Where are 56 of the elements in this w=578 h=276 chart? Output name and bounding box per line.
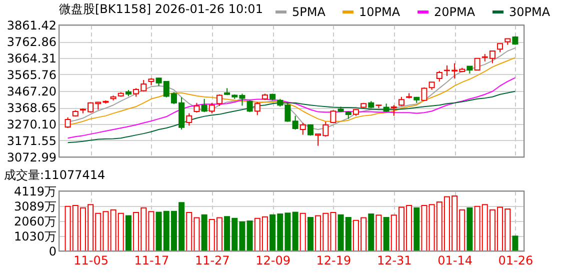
candlestick	[194, 102, 200, 114]
legend-label: 5PMA	[292, 5, 326, 19]
legend-label: 30PMA	[509, 5, 551, 19]
legend-label: 10PMA	[359, 5, 401, 19]
candlestick	[436, 70, 442, 82]
bar	[376, 214, 382, 252]
y-tick-label: 2060万	[14, 214, 56, 228]
candlestick	[300, 122, 306, 136]
candlestick	[292, 115, 298, 130]
chart-title: 微盘股[BK1158] 2026-01-26 10:01	[59, 2, 263, 16]
bar	[383, 216, 390, 252]
x-tick-label: 11-17	[134, 254, 170, 268]
line-series	[67, 90, 516, 144]
bar	[292, 212, 298, 252]
bar	[246, 220, 253, 252]
y-tick-label: 3270.10	[6, 118, 56, 132]
candlestick	[201, 98, 208, 113]
x-tick-label: 11-27	[194, 254, 230, 268]
bar	[125, 215, 132, 252]
chart-title: 成交量:11077414	[4, 168, 106, 182]
bar	[512, 236, 518, 252]
x-tick-label: 12-31	[376, 254, 412, 268]
bar	[421, 205, 428, 252]
bar	[414, 207, 420, 252]
x-tick-label: 12-19	[316, 254, 352, 268]
y-tick-label: 0	[48, 244, 56, 258]
candlestick	[390, 104, 397, 116]
candlestick	[208, 102, 215, 114]
bar	[300, 212, 306, 252]
candlestick	[474, 58, 480, 70]
x-tick-label: 01-14	[438, 254, 472, 268]
y-tick-label: 4119万	[14, 184, 56, 198]
bar	[368, 214, 374, 252]
y-tick-label: 3368.65	[6, 101, 56, 115]
x-tick-label: 12-09	[256, 254, 290, 268]
candlestick	[398, 96, 404, 106]
y-tick-label: 3467.20	[6, 84, 56, 98]
y-tick-label: 3072.99	[6, 150, 56, 164]
x-tick-label: 11-05	[74, 254, 108, 268]
bar	[201, 214, 208, 252]
y-tick-label: 3089万	[14, 200, 56, 214]
candlestick	[186, 112, 192, 126]
line-series	[67, 77, 516, 139]
bar	[466, 207, 473, 252]
y-tick-label: 1030万	[14, 229, 56, 244]
y-tick-label: 3171.55	[6, 134, 56, 148]
y-tick-label: 3861.42	[6, 18, 56, 32]
y-tick-label: 3664.31	[6, 52, 56, 66]
candlestick	[254, 102, 260, 116]
legend-label: 20PMA	[434, 5, 476, 19]
bar	[307, 216, 314, 252]
y-tick-label: 3565.76	[6, 68, 56, 82]
candlestick	[64, 116, 71, 129]
x-tick-label: 01-26	[498, 254, 534, 268]
y-tick-label: 3762.86	[6, 35, 56, 49]
candlestick	[246, 100, 253, 113]
